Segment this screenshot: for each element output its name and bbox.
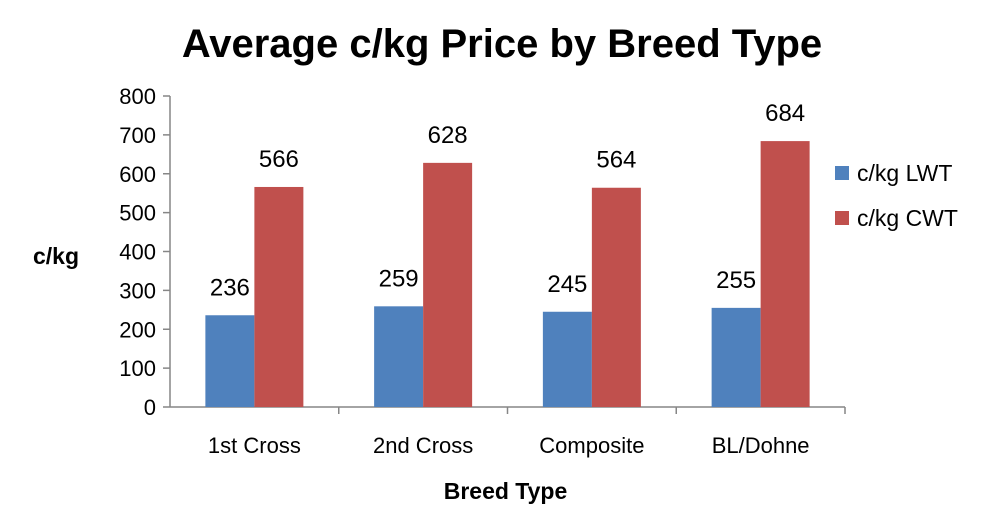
legend-swatch [835,166,849,180]
bar-c-kg-cwt [591,187,641,407]
legend: c/kg LWT c/kg CWT [835,160,958,231]
y-tick-label: 400 [119,240,156,265]
y-tick-label: 0 [144,395,156,420]
x-axis-title: Breed Type [444,478,568,504]
data-label: 236 [210,274,250,301]
axes: 0 100 200 300 400 500 600 700 800 1st Cross 2nd Cr… [119,84,846,458]
y-tick-label: 600 [119,162,156,187]
bar-c-kg-lwt [711,307,761,407]
y-tick-label: 300 [119,278,156,303]
y-tick-label: 100 [119,356,156,381]
data-label: 259 [379,265,419,292]
bar-c-kg-cwt [423,162,473,407]
bar-c-kg-lwt [542,311,592,407]
bars [205,141,810,407]
bar-c-kg-lwt [205,315,255,407]
data-label: 245 [547,271,587,298]
x-tick-label: Composite [539,433,644,458]
data-label: 566 [259,146,299,173]
data-label: 255 [716,267,756,294]
legend-swatch [835,211,849,225]
bar-c-kg-lwt [374,306,424,407]
data-label: 628 [428,122,468,149]
y-tick-label: 800 [119,84,156,109]
data-label: 564 [596,147,636,174]
x-tick-label: 2nd Cross [373,433,473,458]
legend-label: c/kg LWT [857,160,952,186]
legend-label: c/kg CWT [857,205,958,231]
y-tick-label: 500 [119,201,156,226]
bar-c-kg-cwt [760,141,810,407]
y-tick-label: 700 [119,123,156,148]
y-tick-label: 200 [119,317,156,342]
bar-c-kg-cwt [254,186,304,407]
y-axis-title: c/kg [33,243,79,269]
data-label: 684 [765,100,805,127]
chart-title: Average c/kg Price by Breed Type [181,22,823,66]
x-tick-label: BL/Dohne [712,433,810,458]
x-tick-label: 1st Cross [208,433,301,458]
data-labels: 236 566 259 628 245 564 255 684 [210,100,805,301]
